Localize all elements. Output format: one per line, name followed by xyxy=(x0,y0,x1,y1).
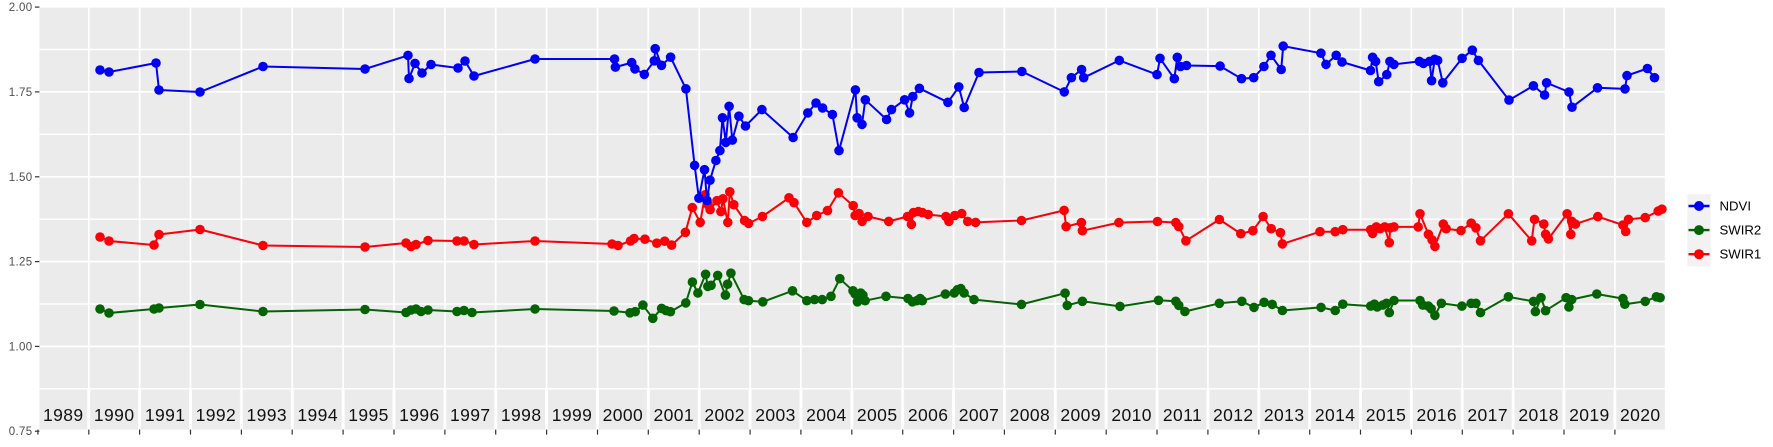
svg-text:1995: 1995 xyxy=(348,405,389,425)
svg-text:2002: 2002 xyxy=(704,405,745,425)
svg-text:SWIR1: SWIR1 xyxy=(1720,247,1762,262)
svg-text:2005: 2005 xyxy=(857,405,898,425)
svg-text:2001: 2001 xyxy=(654,405,695,425)
svg-text:2003: 2003 xyxy=(755,405,796,425)
svg-text:1997: 1997 xyxy=(450,405,491,425)
svg-text:1990: 1990 xyxy=(94,405,135,425)
svg-text:2018: 2018 xyxy=(1518,405,1559,425)
svg-text:2016: 2016 xyxy=(1417,405,1458,425)
svg-text:2007: 2007 xyxy=(959,405,1000,425)
svg-text:2012: 2012 xyxy=(1213,405,1254,425)
svg-text:2020: 2020 xyxy=(1620,405,1661,425)
svg-text:1991: 1991 xyxy=(145,405,186,425)
svg-text:2.00: 2.00 xyxy=(9,2,33,14)
svg-text:1999: 1999 xyxy=(552,405,593,425)
svg-text:2006: 2006 xyxy=(908,405,949,425)
svg-text:1998: 1998 xyxy=(501,405,542,425)
svg-text:1.00: 1.00 xyxy=(9,341,33,353)
svg-text:2004: 2004 xyxy=(806,405,847,425)
svg-text:1993: 1993 xyxy=(247,405,288,425)
svg-text:2013: 2013 xyxy=(1264,405,1305,425)
svg-text:2019: 2019 xyxy=(1569,405,1610,425)
svg-text:2015: 2015 xyxy=(1366,405,1407,425)
svg-text:2008: 2008 xyxy=(1010,405,1051,425)
svg-text:1989: 1989 xyxy=(43,405,84,425)
svg-text:2010: 2010 xyxy=(1111,405,1152,425)
svg-text:2009: 2009 xyxy=(1060,405,1101,425)
svg-text:1.75: 1.75 xyxy=(9,87,33,99)
svg-text:1992: 1992 xyxy=(196,405,237,425)
svg-text:NDVI: NDVI xyxy=(1720,198,1752,213)
svg-text:1996: 1996 xyxy=(399,405,440,425)
svg-text:1.25: 1.25 xyxy=(9,257,33,269)
svg-text:2000: 2000 xyxy=(603,405,644,425)
svg-text:2017: 2017 xyxy=(1467,405,1508,425)
svg-text:1.50: 1.50 xyxy=(9,172,33,184)
svg-text:2011: 2011 xyxy=(1163,405,1202,425)
svg-text:1994: 1994 xyxy=(297,405,338,425)
svg-text:2014: 2014 xyxy=(1315,405,1356,425)
svg-text:SWIR2: SWIR2 xyxy=(1720,223,1762,238)
svg-text:0.75: 0.75 xyxy=(9,426,33,438)
